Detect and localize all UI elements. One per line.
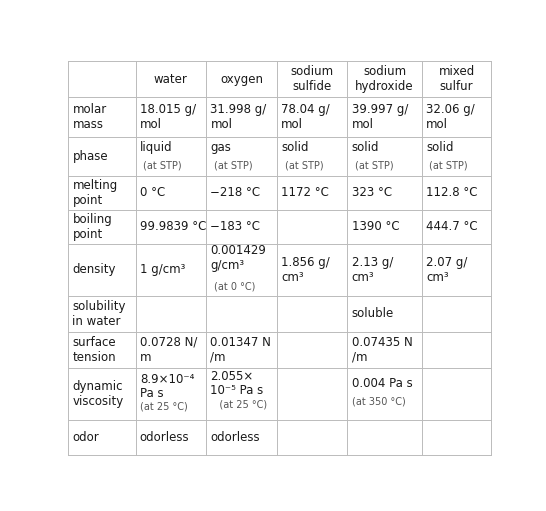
Text: 18.015 g/
mol: 18.015 g/ mol	[140, 103, 196, 131]
Text: 39.997 g/
mol: 39.997 g/ mol	[352, 103, 408, 131]
Text: oxygen: oxygen	[220, 73, 263, 86]
Text: odorless: odorless	[140, 431, 189, 444]
Text: (at STP): (at STP)	[214, 161, 253, 171]
Text: 0.001429
g/cm³: 0.001429 g/cm³	[210, 244, 266, 272]
Text: phase: phase	[73, 150, 108, 163]
Text: mixed
sulfur: mixed sulfur	[438, 65, 474, 93]
Text: solid: solid	[352, 141, 379, 154]
Text: 1 g/cm³: 1 g/cm³	[140, 263, 185, 276]
Text: −218 °C: −218 °C	[210, 186, 260, 199]
Text: odor: odor	[73, 431, 99, 444]
Text: 323 °C: 323 °C	[352, 186, 392, 199]
Text: 32.06 g/
mol: 32.06 g/ mol	[426, 103, 474, 131]
Text: 0.07435 N
/m: 0.07435 N /m	[352, 336, 412, 364]
Text: sodium
hydroxide: sodium hydroxide	[355, 65, 414, 93]
Text: water: water	[154, 73, 188, 86]
Text: 31.998 g/
mol: 31.998 g/ mol	[210, 103, 266, 131]
Text: (at STP): (at STP)	[430, 161, 468, 171]
Text: dynamic
viscosity: dynamic viscosity	[73, 380, 124, 408]
Text: solid: solid	[281, 141, 308, 154]
Text: 8.9×10⁻⁴: 8.9×10⁻⁴	[140, 373, 194, 386]
Text: 1172 °C: 1172 °C	[281, 186, 329, 199]
Text: 0 °C: 0 °C	[140, 186, 165, 199]
Text: (at STP): (at STP)	[284, 161, 323, 171]
Text: 2.07 g/
cm³: 2.07 g/ cm³	[426, 256, 467, 284]
Text: (at 25 °C): (at 25 °C)	[140, 402, 188, 412]
Text: 10⁻⁵ Pa s: 10⁻⁵ Pa s	[210, 384, 264, 397]
Text: solubility
in water: solubility in water	[73, 300, 126, 328]
Text: −183 °C: −183 °C	[210, 220, 260, 233]
Text: liquid: liquid	[140, 141, 173, 154]
Text: 0.01347 N
/m: 0.01347 N /m	[210, 336, 271, 364]
Text: boiling
point: boiling point	[73, 213, 112, 241]
Text: (at STP): (at STP)	[144, 161, 182, 171]
Text: 1.856 g/
cm³: 1.856 g/ cm³	[281, 256, 330, 284]
Text: 78.04 g/
mol: 78.04 g/ mol	[281, 103, 330, 131]
Text: melting
point: melting point	[73, 179, 118, 206]
Text: 2.055×: 2.055×	[210, 370, 254, 383]
Text: solid: solid	[426, 141, 454, 154]
Text: (at 0 °C): (at 0 °C)	[214, 282, 256, 291]
Text: 0.0728 N/
m: 0.0728 N/ m	[140, 336, 197, 364]
Text: sodium
sulfide: sodium sulfide	[290, 65, 334, 93]
Text: surface
tension: surface tension	[73, 336, 116, 364]
Text: gas: gas	[210, 141, 232, 154]
Text: (at 25 °C): (at 25 °C)	[210, 399, 268, 409]
Text: 444.7 °C: 444.7 °C	[426, 220, 478, 233]
Text: (at 350 °C): (at 350 °C)	[352, 397, 405, 407]
Text: 112.8 °C: 112.8 °C	[426, 186, 477, 199]
Text: (at STP): (at STP)	[355, 161, 394, 171]
Text: density: density	[73, 263, 116, 276]
Text: Pa s: Pa s	[140, 387, 163, 400]
Text: 0.004 Pa s: 0.004 Pa s	[352, 377, 412, 390]
Text: odorless: odorless	[210, 431, 260, 444]
Text: 99.9839 °C: 99.9839 °C	[140, 220, 206, 233]
Text: soluble: soluble	[352, 307, 394, 320]
Text: molar
mass: molar mass	[73, 103, 106, 131]
Text: 2.13 g/
cm³: 2.13 g/ cm³	[352, 256, 393, 284]
Text: 1390 °C: 1390 °C	[352, 220, 399, 233]
